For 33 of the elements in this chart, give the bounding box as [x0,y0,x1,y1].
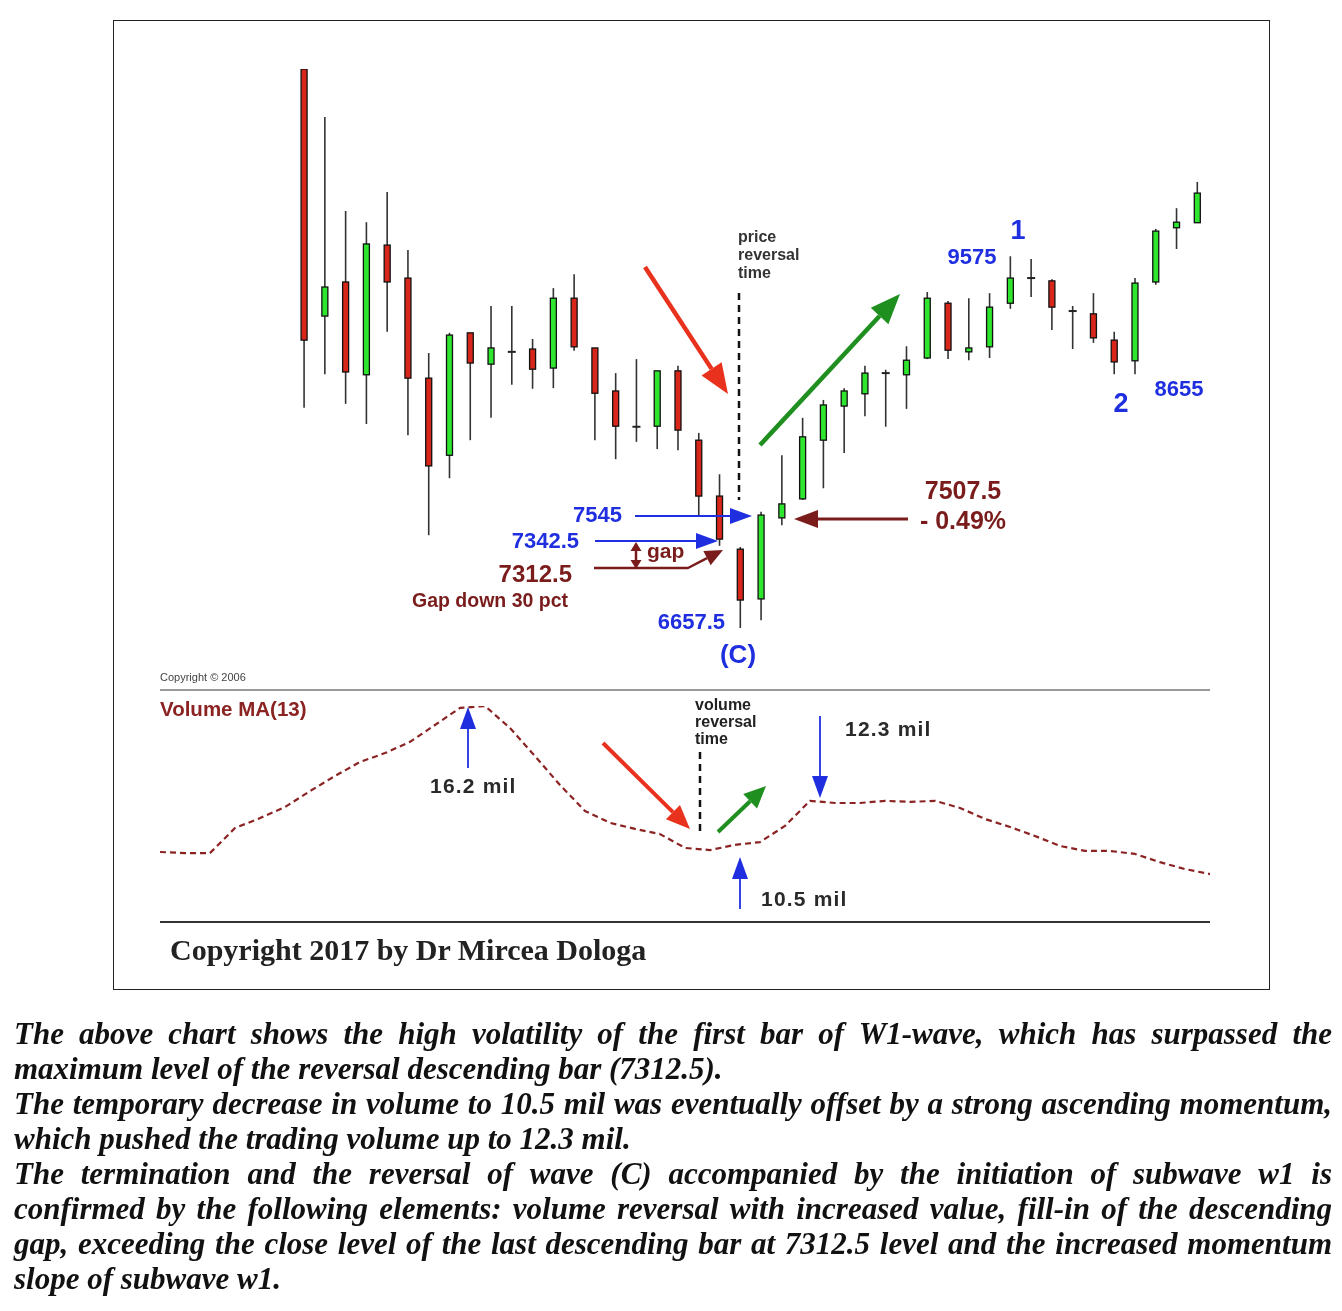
text: Copyright © 2006 [160,671,246,684]
annotation: 1 [1010,215,1026,247]
candlestick [861,365,869,417]
annotation: 7507.5 [924,476,1002,505]
annotation: price reversal time [738,228,801,282]
candlestick [321,116,329,376]
candlestick [528,338,537,390]
text: The temporary decrease in volume to 10.5 mil was eventually offset by a strong ascending momentum, which pushed the trading volume up to 12.3 mil. [14,1086,1332,1156]
annotation: 16.2 mil [430,774,517,799]
text: (C) [719,639,757,670]
candlestick [487,305,495,419]
candlestick [1110,330,1118,376]
text: The above chart shows the high volatility of the first bar of W1-wave, which has surpassed the maximum level of the reversal descending bar (7312.5). [14,1016,1332,1086]
annotation: 10.5 mil [761,887,848,912]
annotation: 6657.5 [657,609,725,635]
candlestick [778,454,786,526]
annotation: 8655 [1154,376,1204,402]
text: The termination and the reversal of wave (C) accompanied by the initiation of subwave w1 is confirmed by the following elements: volume reversal with increased value, fill-in of the descending gap, exceeding the close level of the last descending bar at 7312.5 level and the increased momentum slope of subwave w1. [14,1156,1332,1296]
annotation: volume reversal time [695,696,758,747]
text: Volume MA(13) [160,697,307,721]
candlestick [902,345,911,410]
text: Copyright 2017 by Dr Mircea Dologa [170,933,647,968]
annotation: - 0.49% [919,506,1007,535]
annotation: 7342.5 [511,528,579,554]
annotation: 7545 [573,502,622,528]
annotation: 9575 [947,244,997,270]
candlestick [965,297,973,362]
annotation: 12.3 mil [845,717,932,742]
candlestick [840,387,848,454]
annotation: 7312.5 [498,560,572,588]
annotation: gap [647,539,685,564]
annotation: Gap down 30 pct [412,589,569,612]
annotation: 2 [1113,388,1129,420]
